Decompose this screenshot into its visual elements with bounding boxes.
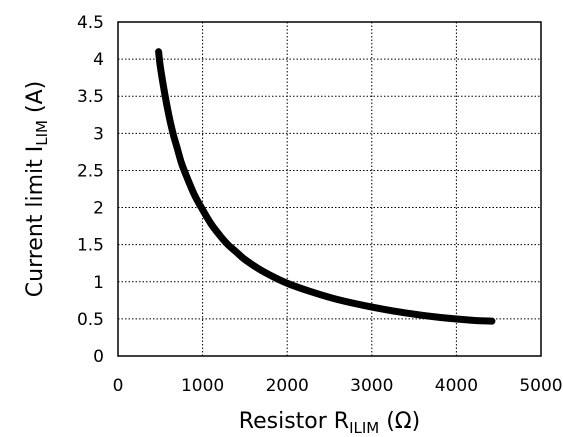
y-tick-label: 2.5 — [77, 161, 104, 181]
x-tick-label: 0 — [113, 376, 124, 396]
plot-area-frame — [117, 21, 542, 357]
x-axis-title-main: Resistor R — [239, 409, 349, 434]
y-tick-label: 3 — [93, 124, 104, 144]
y-axis-title-subscript: LIM — [33, 120, 51, 146]
y-axis-title-suffix: (A) — [23, 81, 48, 120]
y-axis-title-main: Current limit I — [23, 146, 48, 298]
y-tick-label: 3.5 — [77, 87, 104, 107]
y-tick-label: 1.5 — [77, 236, 104, 256]
x-tick-label: 2000 — [266, 376, 309, 396]
x-tick-label: 4000 — [435, 376, 478, 396]
x-axis-title-suffix: (Ω) — [379, 409, 420, 434]
series-line — [155, 48, 496, 325]
y-tick-label: 2 — [93, 199, 104, 219]
y-tick-label: 1 — [93, 273, 104, 293]
x-tick-label: 1000 — [181, 376, 224, 396]
x-tick-labels: 0 1000 2000 3000 4000 5000 — [113, 376, 563, 396]
x-axis-title-subscript: ILIM — [349, 419, 379, 437]
y-axis-title: Current limit ILIM (A) — [23, 81, 51, 297]
y-tick-label: 4 — [93, 50, 104, 70]
series-layer — [155, 48, 496, 325]
x-axis-title: Resistor RILIM (Ω) — [239, 409, 420, 437]
y-tick-label: 0 — [93, 347, 104, 367]
y-tick-label: 4.5 — [77, 13, 104, 33]
x-tick-label: 3000 — [350, 376, 393, 396]
y-tick-labels: 0 0.5 1 1.5 2 2.5 3 3.5 4 4.5 — [77, 13, 104, 367]
x-tick-label: 5000 — [519, 376, 562, 396]
y-tick-label: 0.5 — [77, 310, 104, 330]
grid — [118, 22, 541, 356]
